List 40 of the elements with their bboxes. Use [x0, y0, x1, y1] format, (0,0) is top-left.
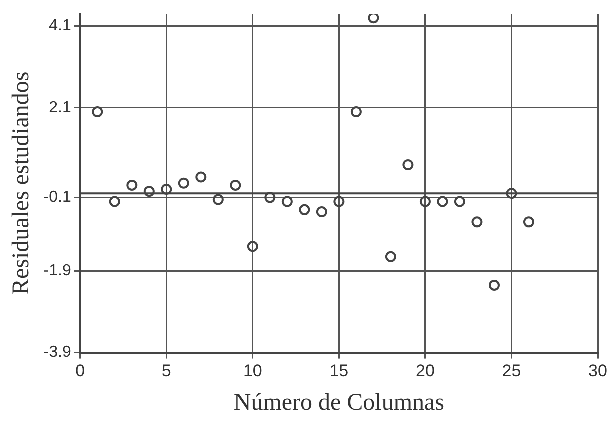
x-tick-label: 30 — [588, 362, 608, 381]
point — [368, 14, 380, 24]
point — [247, 241, 258, 252]
y-axis-title: Residuales estudiandos — [8, 72, 35, 296]
point — [350, 106, 362, 118]
point — [420, 196, 431, 208]
point — [282, 196, 293, 208]
point — [178, 178, 190, 189]
point — [488, 280, 500, 291]
x-tick-label: 0 — [76, 362, 86, 381]
x-tick-label: 25 — [502, 362, 522, 381]
point — [316, 206, 328, 218]
x-axis-title: Número de Columnas — [234, 390, 445, 416]
point — [385, 251, 396, 262]
point — [523, 216, 534, 228]
point — [212, 194, 224, 206]
point — [472, 216, 483, 228]
y-tick-label: 4.1 — [49, 18, 72, 35]
point — [230, 180, 242, 191]
point — [161, 184, 172, 196]
point — [196, 172, 207, 183]
point — [402, 160, 414, 171]
point — [334, 196, 345, 208]
point — [454, 196, 466, 208]
y-tick-label: -3.9 — [44, 344, 72, 362]
x-tick-label: 5 — [162, 362, 172, 381]
x-tick-label: 15 — [330, 362, 349, 381]
y-tick-label: -0.1 — [44, 189, 72, 206]
point — [109, 196, 120, 208]
x-tick-label: 10 — [243, 362, 262, 381]
point — [299, 204, 310, 216]
x-tick-label: 20 — [416, 362, 435, 381]
point — [264, 192, 276, 204]
point — [437, 196, 448, 208]
point — [144, 186, 155, 198]
point — [126, 180, 138, 191]
y-tick-label: 2.1 — [49, 99, 72, 116]
y-tick-label: -1.9 — [44, 262, 72, 280]
point — [92, 106, 104, 118]
point — [506, 188, 518, 200]
